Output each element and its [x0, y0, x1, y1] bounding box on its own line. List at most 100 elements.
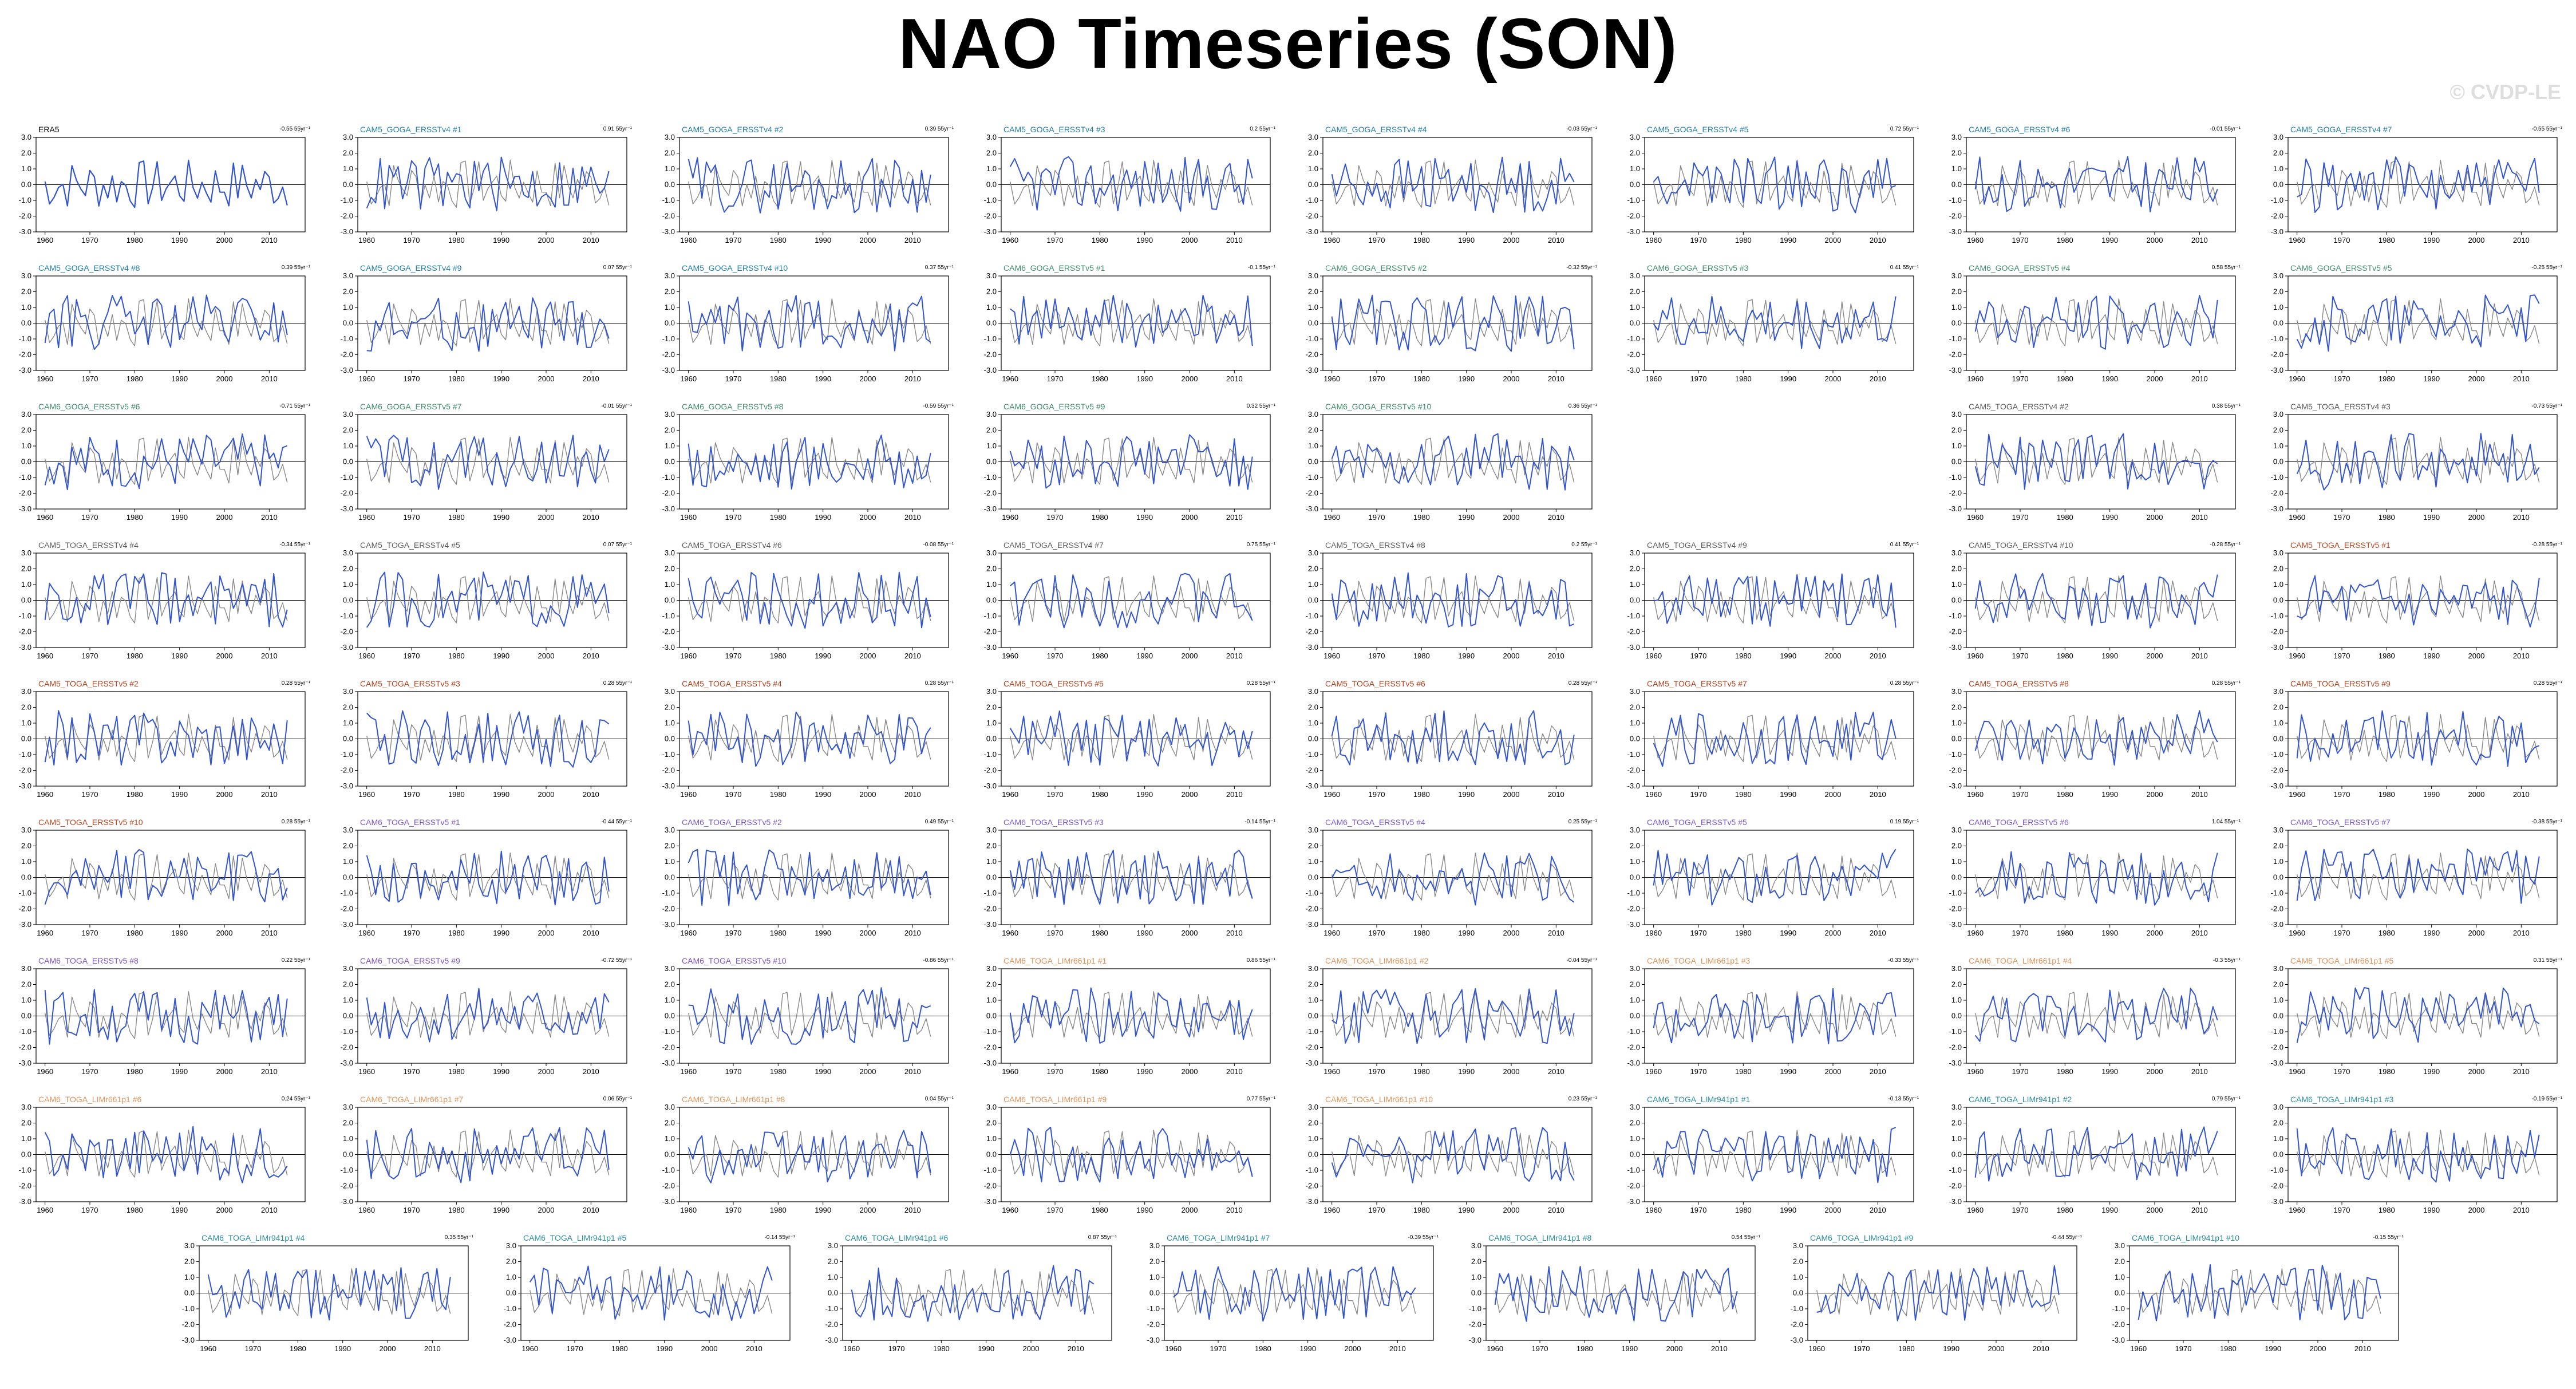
y-tick-label: 2.0: [184, 1257, 195, 1266]
series-line-observed: [1653, 853, 1897, 901]
y-tick-label: -1.0: [1306, 196, 1318, 204]
x-tick-label: 1990: [2101, 652, 2118, 660]
y-tick-label: 0.0: [986, 1012, 997, 1020]
x-tick-label: 2000: [2468, 1067, 2485, 1076]
series-line-member: [44, 572, 288, 628]
panel-plot: 3.0 2.0 1.0 0.0 -1.0 -2.0 -3.0 1960 1970 1980 1990…: [2271, 271, 2558, 383]
x-tick-label: 1970: [404, 929, 420, 937]
panel-trend: 0.07 55yr⁻¹: [603, 265, 632, 271]
series-line-member: [1331, 433, 1575, 491]
y-tick-label: 3.0: [21, 271, 31, 280]
series-line-member: [1331, 1127, 1575, 1183]
panel-trend: 0.2 55yr⁻¹: [1250, 126, 1275, 132]
y-tick-label: 1.0: [1308, 719, 1318, 727]
y-tick-label: 0.0: [343, 180, 353, 189]
y-tick-label: 0.0: [986, 457, 997, 466]
x-tick-label: 1960: [680, 652, 697, 660]
x-tick-label: 1960: [37, 236, 53, 244]
y-tick-label: 1.0: [21, 996, 31, 1004]
y-tick-label: 0.0: [2273, 596, 2283, 605]
y-tick-label: 2.0: [1630, 149, 1640, 157]
y-tick-label: 3.0: [2273, 1103, 2283, 1111]
y-tick-label: 0.0: [1630, 873, 1640, 882]
panel-plot: 3.0 2.0 1.0 0.0 -1.0 -2.0 -3.0 1960 1970 1980 1990…: [825, 1241, 1112, 1353]
panel-plot: 3.0 2.0 1.0 0.0 -1.0 -2.0 -3.0 1960 1970 1980 1990…: [341, 549, 627, 660]
y-tick-label: 3.0: [1308, 964, 1318, 973]
y-tick-label: -3.0: [19, 920, 31, 929]
y-tick-label: 3.0: [1630, 549, 1640, 557]
y-tick-label: -2.0: [2271, 212, 2283, 220]
x-tick-label: 1960: [1002, 790, 1018, 799]
y-tick-label: -2.0: [662, 1182, 675, 1190]
x-tick-label: 2010: [1226, 236, 1243, 244]
nao-panel: CAM6_TOGA_ERSSTv5 #7 -0.38 55yr⁻¹ 3.0 2.0 1.…: [2261, 818, 2570, 954]
x-tick-label: 1980: [448, 513, 465, 522]
series-line-observed: [1332, 853, 1575, 901]
panel-title: CAM6_GOGA_ERSSTv5 #7: [360, 402, 462, 411]
y-tick-label: 2.0: [1308, 703, 1318, 712]
y-tick-label: -2.0: [1627, 350, 1640, 359]
x-tick-label: 2010: [2513, 374, 2530, 383]
x-tick-label: 1990: [978, 1344, 994, 1353]
y-tick-label: -3.0: [2271, 920, 2283, 929]
x-tick-label: 1980: [448, 652, 465, 660]
x-tick-label: 1960: [1323, 1067, 1340, 1076]
y-tick-label: -1.0: [984, 611, 997, 620]
y-tick-label: 2.0: [343, 842, 353, 850]
x-tick-label: 2010: [1711, 1344, 1728, 1353]
panel-plot: 3.0 2.0 1.0 0.0 -1.0 -2.0 -3.0 1960 1970 1980 1990…: [2271, 964, 2558, 1076]
y-tick-label: -2.0: [984, 905, 997, 913]
panel-trend: -0.28 55yr⁻¹: [2531, 542, 2562, 548]
panel-plot: 3.0 2.0 1.0 0.0 -1.0 -2.0 -3.0 1960 1970 1980 1990…: [1306, 410, 1593, 522]
nao-panel: CAM5_GOGA_ERSSTv4 #10 0.37 55yr⁻¹ 3.0 2.0 1.…: [652, 263, 961, 400]
y-tick-label: -2.0: [2271, 1182, 2283, 1190]
x-tick-label: 1960: [680, 1067, 697, 1076]
y-tick-label: 1.0: [1149, 1273, 1160, 1281]
y-tick-label: 0.0: [1471, 1289, 1481, 1297]
panel-trend: 0.28 55yr⁻¹: [1246, 680, 1275, 686]
panel-title: CAM6_TOGA_LIMr661p1 #9: [1003, 1095, 1107, 1104]
y-tick-label: 0.0: [2273, 735, 2283, 743]
panel-trend: 0.22 55yr⁻¹: [281, 957, 310, 964]
x-tick-label: 1990: [1136, 652, 1153, 660]
panel-title: CAM6_TOGA_ERSSTv5 #10: [682, 956, 787, 965]
panel-trend: -0.72 55yr⁻¹: [601, 957, 632, 964]
x-tick-label: 1970: [2012, 513, 2029, 522]
panel-title: CAM6_TOGA_LIMr661p1 #7: [360, 1095, 464, 1104]
series-line-observed: [1653, 991, 1897, 1039]
x-tick-label: 2010: [2191, 1067, 2208, 1076]
x-tick-label: 1980: [448, 374, 465, 383]
x-tick-label: 1970: [2334, 790, 2350, 799]
y-tick-label: 3.0: [343, 410, 353, 419]
y-tick-label: -3.0: [1627, 366, 1640, 374]
y-tick-label: 1.0: [1951, 719, 1962, 727]
x-tick-label: 2010: [261, 929, 278, 937]
y-tick-label: -2.0: [1949, 489, 1962, 498]
y-tick-label: 0.0: [665, 319, 675, 327]
series-line-observed: [1332, 575, 1575, 624]
y-tick-label: -2.0: [504, 1320, 516, 1329]
nao-panel: CAM5_TOGA_ERSSTv4 #2 0.38 55yr⁻¹ 3.0 2.0 1.0…: [1939, 402, 2248, 538]
y-tick-label: 1.0: [21, 1134, 31, 1143]
y-tick-label: -3.0: [662, 920, 675, 929]
panel-plot: 3.0 2.0 1.0 0.0 -1.0 -2.0 -3.0 1960 1970 1980 1990…: [341, 271, 627, 383]
y-tick-label: 3.0: [665, 271, 675, 280]
y-tick-label: 1.0: [2273, 303, 2283, 311]
panel-trend: -0.15 55yr⁻¹: [2373, 1234, 2404, 1241]
panel-title: CAM5_TOGA_ERSSTv4 #9: [1647, 540, 1747, 550]
x-tick-label: 2000: [860, 1206, 876, 1214]
x-tick-label: 1960: [1002, 652, 1018, 660]
x-tick-label: 1960: [358, 1206, 375, 1214]
x-tick-label: 1970: [725, 929, 742, 937]
y-tick-label: 1.0: [343, 580, 353, 589]
x-tick-label: 1960: [2289, 513, 2305, 522]
y-tick-label: -1.0: [662, 611, 675, 620]
y-tick-label: 2.0: [1308, 426, 1318, 435]
x-tick-label: 1990: [815, 374, 831, 383]
y-tick-label: 3.0: [986, 410, 997, 419]
panel-title: CAM6_TOGA_ERSSTv5 #6: [1969, 818, 2069, 827]
y-tick-label: 2.0: [343, 426, 353, 435]
x-tick-label: 2000: [538, 1206, 555, 1214]
y-tick-label: 2.0: [986, 565, 997, 573]
y-tick-label: -2.0: [19, 1182, 31, 1190]
